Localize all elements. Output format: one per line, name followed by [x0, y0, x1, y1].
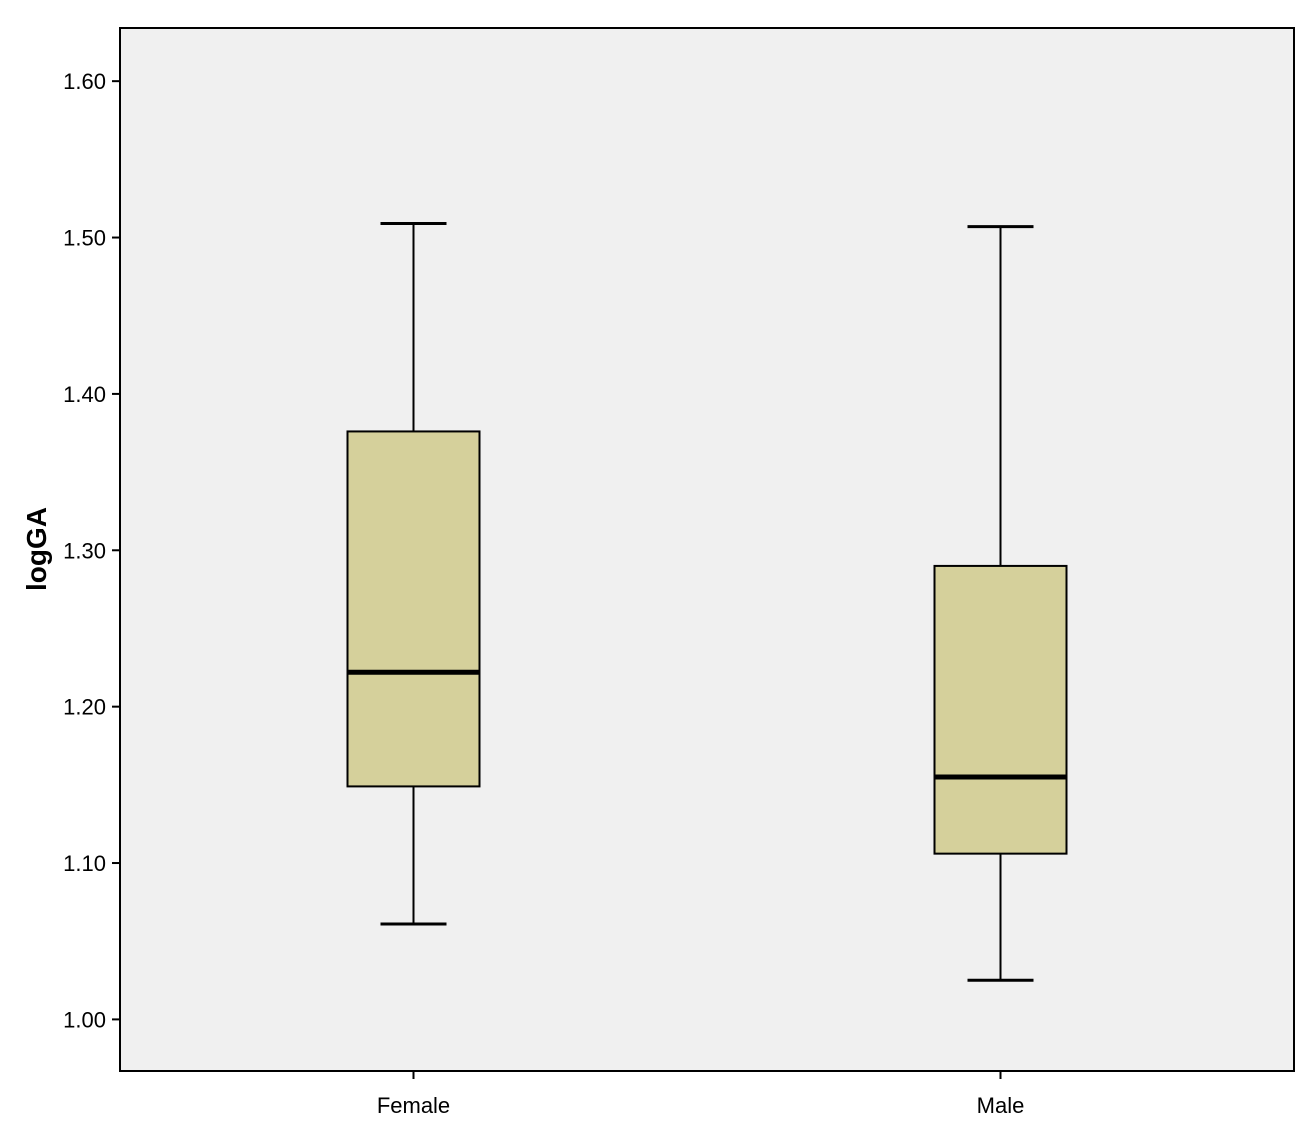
y-tick-label: 1.30 [63, 538, 106, 563]
y-tick-label: 1.50 [63, 226, 106, 251]
boxes [346, 221, 1068, 982]
y-axis-title: logGA [21, 507, 52, 591]
plot-area [119, 27, 1295, 1072]
y-axis: 1.00 1.10 1.20 1.30 1.40 1.50 1.60 [63, 69, 120, 1032]
box-male [933, 225, 1068, 982]
x-axis: Female Male [377, 1071, 1025, 1118]
box-female [346, 221, 481, 926]
y-tick-label: 1.20 [63, 695, 106, 720]
x-category-label-female: Female [377, 1093, 450, 1118]
y-tick-label: 1.00 [63, 1007, 106, 1032]
y-tick-label: 1.10 [63, 851, 106, 876]
y-tick-label: 1.60 [63, 69, 106, 94]
y-tick-label: 1.40 [63, 382, 106, 407]
iqr-box [346, 430, 481, 788]
x-category-label-male: Male [977, 1093, 1025, 1118]
iqr-box [933, 564, 1068, 855]
